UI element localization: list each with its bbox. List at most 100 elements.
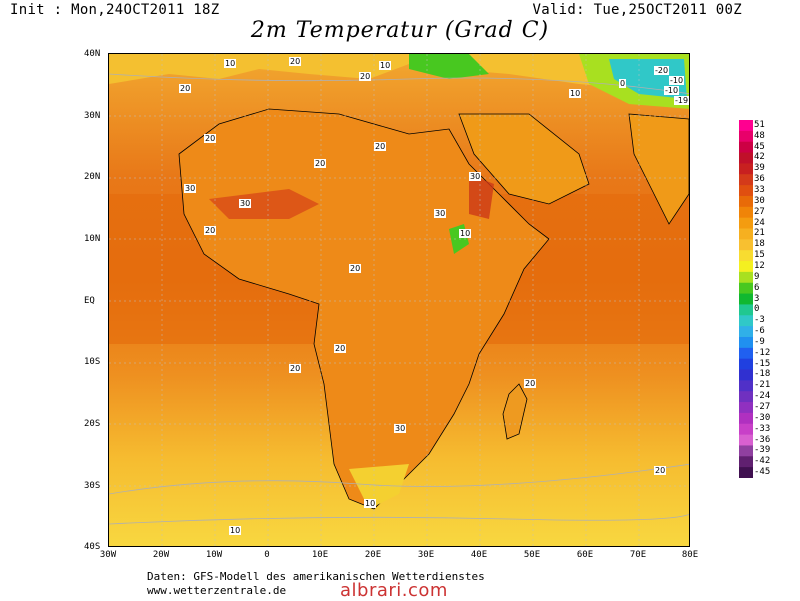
lon-label-30w: 30W	[99, 550, 117, 560]
contour-label: 10	[569, 89, 582, 98]
colorbar-segment	[739, 434, 753, 446]
colorbar-label: 48	[754, 130, 765, 141]
colorbar-label: 51	[754, 119, 765, 130]
colorbar-label: 33	[754, 185, 765, 195]
lon-label-10e: 10E	[311, 550, 329, 560]
colorbar-segment	[739, 402, 753, 414]
colorbar-segment	[739, 326, 753, 338]
colorbar-segment	[739, 445, 753, 457]
lon-label-80e: 80E	[681, 550, 699, 560]
colorbar-segment	[739, 293, 753, 305]
colorbar-label: 0	[754, 304, 760, 315]
contour-label: 20	[204, 134, 217, 143]
lat-label-10n: 10N	[84, 234, 101, 244]
colorbar-segment	[739, 250, 753, 262]
graticule	[109, 54, 689, 546]
colorbar-segment	[739, 174, 753, 186]
colorbar-segment	[739, 315, 753, 327]
madagascar	[502, 383, 528, 440]
valid-time: Valid: Tue,25OCT2011 00Z	[532, 2, 742, 18]
colorbar-label: 12	[754, 260, 765, 271]
lat-label-10s: 10S	[84, 357, 101, 367]
colorbar-label: 3	[754, 293, 760, 304]
contour-label: 20	[289, 364, 302, 373]
contour-label: 20	[204, 226, 217, 235]
contour-label: 20	[654, 466, 667, 475]
colorbar-segment	[739, 347, 753, 360]
colorbar-segment	[739, 217, 753, 229]
contour-label: -10	[664, 86, 680, 95]
colorbar-label: 24	[754, 217, 765, 228]
temperature-map: 20 20 20 20 20 20 20 20 20 20 20 20 30 3…	[108, 53, 690, 547]
contour-label: -20	[654, 66, 670, 75]
colorbar-label: 21	[754, 228, 765, 239]
colorbar-segment	[739, 163, 753, 175]
colorbar-segment	[739, 423, 753, 436]
europe-landmass	[109, 54, 689, 94]
lon-label-50e: 50E	[523, 550, 541, 560]
colorbar-segment	[739, 369, 753, 381]
colorbar-segment	[739, 228, 753, 240]
colorbar-label: 39	[754, 163, 765, 174]
contour-label: 10	[364, 499, 377, 508]
colorbar-label: 27	[754, 206, 765, 217]
contour-label: 20	[359, 72, 372, 81]
colorbar-label: 45	[754, 141, 765, 152]
colorbar-label: 6	[754, 282, 760, 293]
lat-label-30n: 30N	[84, 111, 101, 121]
colorbar-label: -3	[754, 315, 765, 326]
colorbar-segment	[739, 152, 753, 164]
colorbar-label: -27	[754, 401, 771, 412]
colorbar-segment	[739, 239, 753, 251]
contour-label: 0	[619, 79, 627, 88]
colorbar-label: -18	[754, 369, 771, 380]
colorbar-label: 36	[754, 174, 765, 185]
contour-label: -19	[674, 96, 689, 105]
colorbar-segment	[739, 261, 753, 273]
colorbar-segment	[739, 336, 753, 349]
lon-label-0: 0	[264, 550, 270, 560]
colorbar-label: -39	[754, 445, 771, 456]
colorbar-segment	[739, 195, 753, 208]
colorbar-segment	[739, 412, 753, 425]
init-time: Init : Mon,24OCT2011 18Z	[10, 2, 220, 18]
colorbar-label: -42	[754, 456, 771, 467]
colorbar-label: -24	[754, 391, 771, 402]
contour-label: 20	[349, 264, 362, 273]
lon-label-20w: 20W	[152, 550, 170, 560]
watermark: albrari.com	[340, 580, 448, 601]
colorbar-segment	[739, 391, 753, 403]
colorbar-label: -6	[754, 326, 765, 337]
lon-label-40e: 40E	[470, 550, 488, 560]
contour-label: 10	[459, 229, 472, 238]
colorbar-label: 15	[754, 250, 765, 261]
colorbar-label: -30	[754, 412, 771, 423]
colorbar-label: -9	[754, 336, 765, 347]
contour-label: 20	[314, 159, 327, 168]
colorbar-segment	[739, 467, 753, 478]
lon-label-70e: 70E	[629, 550, 647, 560]
colorbar-segment	[739, 141, 753, 154]
india-landmass	[628, 113, 689, 225]
colorbar-segment	[739, 380, 753, 392]
credits: Daten: GFS-Modell des amerikanischen Wet…	[147, 570, 485, 598]
website-link[interactable]: www.wetterzentrale.de	[147, 584, 287, 597]
colorbar-label: 18	[754, 239, 765, 250]
contour-label: 20	[179, 84, 192, 93]
contour-label: 20	[289, 57, 302, 66]
contour-label: 30	[469, 172, 482, 181]
contour-label: 10	[229, 526, 242, 535]
data-source: Daten: GFS-Modell des amerikanischen Wet…	[147, 570, 485, 583]
colorbar-segment	[739, 358, 753, 371]
contour-label: 20	[524, 379, 537, 388]
colorbar-label: -12	[754, 347, 771, 358]
colorbar-label: -15	[754, 358, 771, 369]
contour-label: 30	[394, 424, 407, 433]
colorbar-segment	[739, 130, 753, 143]
lat-label-20n: 20N	[84, 172, 101, 182]
contour-label: 30	[239, 199, 252, 208]
lat-label-40s: 40S	[84, 542, 101, 552]
colorbar-label: 42	[754, 152, 765, 163]
colorbar-label: 30	[754, 195, 765, 206]
colorbar-label: -45	[754, 467, 771, 478]
